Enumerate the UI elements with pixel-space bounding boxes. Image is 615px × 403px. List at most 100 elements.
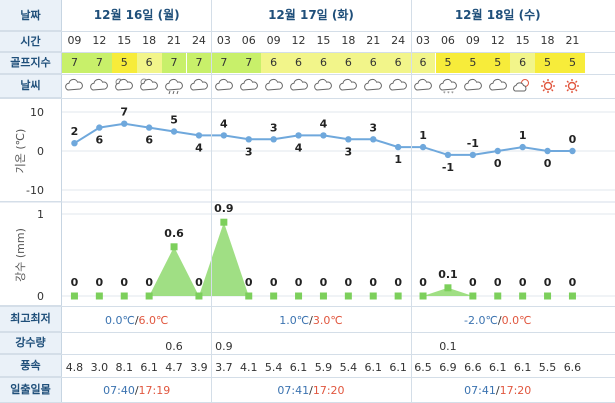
precip-point	[145, 292, 153, 300]
rain-amount-cell	[112, 340, 136, 354]
cloud-icon	[187, 76, 211, 96]
hour-cell: 09	[67, 34, 82, 47]
temp-value-label: 4	[220, 117, 228, 130]
cloud-icon	[411, 76, 435, 96]
wind-cell: 6.5	[414, 361, 432, 374]
golf-index-cell: 5	[535, 52, 560, 73]
wind-cell: 6.9	[439, 361, 457, 374]
wind-cell: 3.0	[90, 361, 109, 374]
wind-cell: 6.1	[364, 361, 383, 374]
golf-index-cell: 6	[136, 52, 162, 73]
hour-cell: 09	[266, 34, 281, 47]
date-header: 12월 17일 (화)	[268, 8, 354, 22]
precip-point	[344, 292, 352, 300]
hour-cell: 12	[92, 34, 107, 47]
temp-point	[394, 143, 402, 151]
hour-cell: 18	[341, 34, 356, 47]
wind-cell: 8.1	[115, 361, 134, 374]
temp-point	[370, 136, 377, 143]
cloud-icon	[386, 76, 410, 96]
sunrise-time: 07:40	[103, 384, 135, 397]
precip-value-label: 0	[419, 276, 427, 289]
precip-value-label: 0.1	[438, 268, 458, 281]
weather-label: 날씨	[0, 74, 62, 98]
wind-cell: 4.7	[165, 361, 183, 374]
temp-point	[544, 147, 551, 155]
hour-cell: 12	[291, 34, 306, 47]
wind-cell: 3.9	[190, 361, 208, 374]
wind-label: 풍속	[0, 354, 62, 377]
date-header: 12월 16일 (월)	[93, 8, 180, 22]
sunrise-time: 07:41	[277, 384, 310, 397]
day-divider	[410, 0, 412, 403]
hour-cell: 21	[565, 34, 580, 47]
temp-point	[444, 151, 452, 159]
max-temp: 6.0℃	[138, 314, 169, 327]
temp-point	[270, 136, 277, 143]
sunset-time: 17:19	[138, 384, 171, 397]
hour-cell: 24	[191, 34, 206, 47]
golf-index-cell: 6	[311, 52, 336, 73]
temp-point	[195, 132, 203, 139]
temp-value-label: 3	[345, 145, 353, 158]
precip-axis-title: 강수 (mm)	[14, 228, 27, 282]
precip-value-label: 0	[519, 276, 527, 289]
golf-index-cell: 6	[335, 52, 361, 73]
snow-icon: * * *	[436, 76, 460, 97]
wind-cell: 6.6	[464, 361, 482, 374]
temp-value-label: 0	[494, 157, 502, 170]
sun-separator: /	[495, 384, 500, 397]
hour-cell: 03	[216, 34, 231, 47]
partly-sun-icon	[511, 76, 535, 96]
rain-amount-cell	[187, 340, 211, 354]
temp-value-label: 1	[419, 129, 427, 142]
sunset-time: 17:20	[499, 384, 532, 397]
temp-value-label: 0	[569, 133, 577, 146]
temp-axis-label-box	[0, 98, 62, 202]
minmax-label: 최고최저	[0, 306, 62, 332]
rain-amount-cell	[511, 340, 535, 354]
row-divider	[0, 306, 615, 307]
partly-cloudy-icon	[112, 76, 136, 96]
cloud-icon	[237, 76, 261, 96]
golf-index-cell: 6	[360, 52, 386, 73]
temp-point	[494, 147, 501, 155]
row-divider	[0, 98, 615, 99]
precip-point	[519, 292, 527, 300]
temp-value-label: 0	[544, 157, 552, 170]
wind-cell: 5.4	[339, 361, 358, 374]
precip-point	[95, 292, 103, 300]
wind-cell: 6.1	[289, 361, 308, 374]
cloud-icon	[87, 76, 111, 96]
wind-cell: 6.1	[513, 361, 532, 374]
temp-point	[71, 140, 78, 147]
golf-index-cell: 7	[211, 52, 237, 73]
precip-value-label: 0	[569, 276, 577, 289]
golf-index-label: 골프지수	[0, 52, 62, 74]
precip-value-label: 0	[345, 276, 353, 289]
max-temp: 0.0℃	[501, 314, 532, 327]
precip-value-label: 0	[195, 276, 203, 289]
golf-index-cell: 6	[410, 52, 436, 73]
temp-tick-label: 10	[30, 106, 44, 119]
temp-value-label: 3	[369, 121, 377, 134]
temp-point	[295, 132, 302, 139]
cloud-icon	[311, 76, 335, 96]
min-temp: -2.0℃	[464, 314, 498, 327]
temp-point	[569, 147, 576, 155]
temp-point	[469, 151, 477, 159]
hour-cell: 21	[167, 34, 182, 47]
wind-cell: 5.4	[264, 361, 283, 374]
hour-cell: 15	[515, 34, 530, 47]
golf-index-cell: 7	[62, 52, 87, 73]
temp-value-label: -1	[442, 161, 454, 174]
rain-amount-cell	[486, 340, 510, 354]
precip-point	[494, 292, 502, 300]
golf-index-cell: 5	[111, 52, 137, 73]
precip-value-label: 0	[320, 276, 328, 289]
wind-cell: 5.5	[538, 361, 557, 374]
precip-value-label: 0.9	[214, 202, 234, 215]
minmax-separator: /	[497, 314, 502, 327]
